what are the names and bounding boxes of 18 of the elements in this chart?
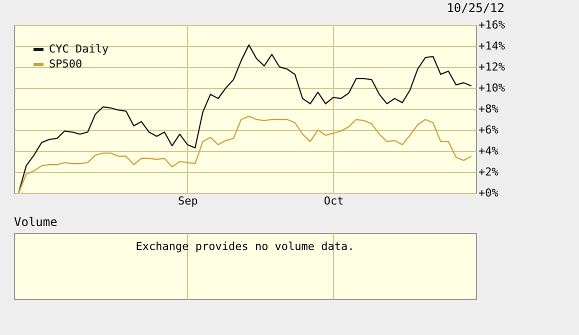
x-tick-label: Sep [178,194,198,208]
y-tick-label: +4% [478,144,499,158]
y-tick-label: +10% [478,82,506,94]
y-tick-label: +8% [478,102,499,116]
x-tick-label: Oct [324,194,344,208]
y-tick-label: +16% [478,18,506,32]
legend-label: SP500 [49,58,82,70]
line-series [18,116,472,194]
y-tick-label: +14% [478,40,506,52]
line-series [18,44,472,194]
legend-label: CYC Daily [49,42,109,56]
y-tick-label: +6% [478,124,499,136]
text: Exchange provides no volume data. [136,240,354,253]
y-tick-label: +0% [478,186,499,200]
text: Volume [14,215,58,229]
y-tick-label: +2% [478,166,499,178]
y-tick-label: +12% [478,60,506,74]
chart-subtitle: 10/25/12 [446,1,504,15]
